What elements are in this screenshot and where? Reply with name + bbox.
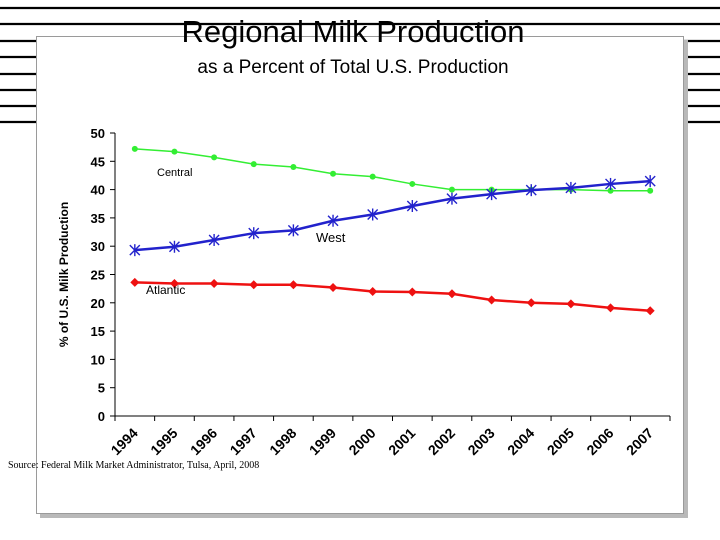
x-tick-label: 2004 — [504, 425, 537, 458]
data-point-atlantic — [645, 306, 655, 316]
x-tick-label: 1995 — [147, 425, 180, 458]
x-tick-label: 1996 — [187, 425, 220, 458]
data-point-central — [607, 187, 614, 194]
y-tick-label: 10 — [91, 352, 105, 367]
data-point-west — [406, 200, 418, 213]
x-tick-label: 2007 — [623, 425, 656, 458]
data-point-central — [250, 161, 257, 168]
x-tick-label: 1998 — [266, 425, 299, 458]
data-point-atlantic — [130, 277, 140, 287]
data-point-west — [644, 175, 656, 188]
data-point-west — [446, 192, 458, 205]
y-tick-label: 40 — [91, 183, 105, 198]
data-point-atlantic — [288, 280, 298, 290]
data-point-west — [486, 188, 498, 201]
data-point-west — [168, 240, 180, 253]
x-tick-label: 2003 — [464, 425, 497, 458]
data-point-central — [369, 173, 376, 180]
data-point-west — [367, 208, 379, 221]
y-tick-label: 35 — [91, 211, 105, 226]
series-label-atlantic: Atlantic — [146, 283, 185, 297]
data-point-central — [211, 154, 218, 161]
y-axis-label: % of U.S. Milk Production — [57, 202, 71, 347]
data-point-central — [409, 180, 416, 187]
data-point-west — [287, 224, 299, 237]
source-note: Source: Federal Milk Market Administrato… — [8, 460, 260, 471]
data-point-west — [248, 227, 260, 240]
data-point-west — [327, 214, 339, 227]
data-point-atlantic — [169, 279, 179, 289]
data-point-central — [171, 148, 178, 155]
y-tick-label: 15 — [91, 324, 105, 339]
series-label-west: West — [316, 230, 346, 245]
x-tick-label: 2005 — [544, 425, 577, 458]
data-point-central — [330, 170, 337, 177]
x-tick-label: 2002 — [425, 425, 458, 458]
x-tick-label: 2000 — [345, 425, 378, 458]
y-tick-label: 45 — [91, 154, 105, 169]
data-point-atlantic — [487, 295, 497, 305]
x-tick-label: 1999 — [306, 425, 339, 458]
x-tick-label: 2006 — [583, 425, 616, 458]
data-point-west — [565, 181, 577, 194]
x-tick-label: 1994 — [108, 425, 141, 458]
data-point-central — [448, 186, 455, 193]
data-point-atlantic — [447, 289, 457, 299]
y-tick-label: 30 — [91, 239, 105, 254]
series-line-atlantic — [134, 281, 651, 312]
data-point-atlantic — [249, 280, 259, 290]
data-point-atlantic — [606, 303, 616, 313]
y-tick-label: 0 — [98, 409, 105, 424]
data-point-west — [605, 177, 617, 190]
series-line-west — [134, 179, 651, 252]
x-tick-label: 2001 — [385, 425, 418, 458]
data-point-atlantic — [209, 279, 219, 289]
slide-panel — [36, 36, 684, 514]
data-point-atlantic — [526, 298, 536, 308]
chart-title: Regional Milk Production — [181, 14, 525, 49]
x-tick-label: 1997 — [227, 425, 260, 458]
data-point-atlantic — [328, 283, 338, 293]
data-point-central — [131, 145, 138, 152]
data-point-central — [290, 163, 297, 170]
data-point-atlantic — [407, 287, 417, 297]
data-point-west — [208, 233, 220, 246]
data-point-central — [647, 187, 654, 194]
y-tick-label: 50 — [91, 126, 105, 141]
y-tick-label: 25 — [91, 268, 105, 283]
data-point-west — [525, 184, 537, 197]
data-point-atlantic — [368, 286, 378, 296]
data-point-west — [129, 244, 141, 257]
data-point-atlantic — [566, 299, 576, 309]
y-tick-label: 5 — [98, 381, 105, 396]
y-tick-label: 20 — [91, 296, 105, 311]
series-line-central — [134, 148, 651, 192]
series-label-central: Central — [157, 167, 192, 179]
chart-subtitle: as a Percent of Total U.S. Production — [197, 57, 509, 78]
